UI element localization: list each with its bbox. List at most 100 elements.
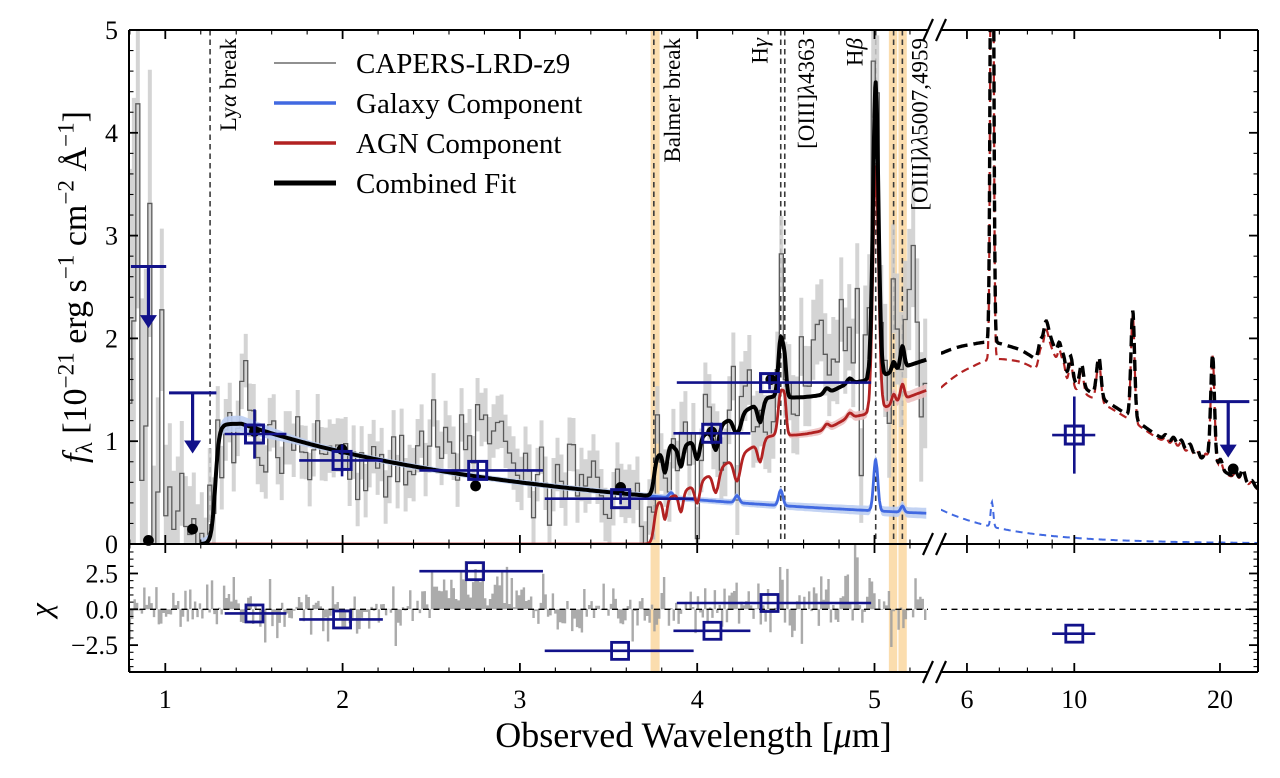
legend-entry: CAPERS-LRD-z9 [274,48,570,80]
x-tick-labels: 1 2 3 4 5 6 10 20 [159,685,1233,714]
annotation-label: Hβ [842,37,867,66]
line-highlight-bands-rect [888,30,898,672]
annotation-label-tspan: H [747,47,772,64]
x-tick-labels-text: 2 [336,685,349,714]
residual-photometry-points-rect [610,640,630,661]
annotation-label: Hγ [747,37,772,64]
y-tick-labels-text: −2.5 [71,631,118,660]
residual-photometry-points-rect [465,561,485,582]
x-axis-label-span: Observed Wavelength [ [495,715,834,755]
y-axis-label-flux-span-i: f [57,453,94,463]
y-axis-label-flux-sup: −1 [53,122,80,147]
agn-component [200,161,927,544]
y-axis-label-flux-span: [10 [57,388,94,443]
axis-break-marks-line [921,18,935,42]
photometry-points-rect [610,488,632,510]
photometry-points-rect [243,423,265,445]
galaxy-component-path [200,415,927,544]
y-axis-label-chi: χ [23,603,59,617]
x-tick-labels-text: 10 [1061,685,1087,714]
residual-photometry-points-rect [702,620,723,641]
legend-entry: Combined Fit [274,168,516,200]
x-tick-labels-text: 6 [960,685,973,714]
residual-photometry-points-rect [332,609,352,630]
x-tick-labels-text: 3 [513,685,526,714]
y-axis-label-flux-span: erg s [57,279,94,353]
y-axis-label-flux-span: Å [57,146,94,181]
residual-photometry-points [224,561,1096,661]
y-axis-label-flux-span: f [57,454,94,463]
residual-photometry-points-rect [244,603,265,624]
y-tick-labels-text: 2 [105,324,118,353]
y-axis-label-flux: fλ [10−21 erg s−1 cm−2 Å−1] [53,111,98,463]
axis-break-marks-line [934,532,948,556]
legend: CAPERS-LRD-z9 Galaxy Component AGN Compone… [274,48,582,200]
annotation-label-tspan: β [842,37,867,50]
photometry-points-rect [1063,424,1085,446]
residual-bars [129,544,927,647]
y-axis-label-flux-span: cm [57,204,94,255]
x-axis-label-span-i: μ [833,715,852,755]
y-axis-label-chi-span: χ [23,603,58,617]
annotation-label-tspan: [OIII] [907,156,932,211]
line-highlight-bands-rect [650,30,660,672]
photometry-points-rect [331,449,353,471]
galaxy-component-extrapolated [941,498,1258,544]
x-axis-label-span: μ [834,715,852,755]
upper-limit-arrows [130,264,1250,458]
legend-label: CAPERS-LRD-z9 [356,48,570,80]
residual-photometry-points-rect [1064,623,1085,644]
model-photometry-dots-circle [1227,463,1239,475]
y-tick-labels-text: 0 [105,530,118,559]
y-tick-labels: 0 1 2 3 4 5 −2.5 0.0 2.5 [71,16,118,660]
photometry-points [224,372,1096,510]
annotation-label-tspan: λ [793,84,818,95]
y-axis-label-flux-sup: −1 [53,254,80,280]
combined-fit [200,80,927,544]
axis-break-marks-line [921,660,935,684]
y-tick-labels-text: 1 [105,427,118,456]
x-axis-label: Observed Wavelength [μm] [495,714,891,756]
model-photometry-dots-circle [470,480,481,492]
y-axis-label-flux-sub: λ [71,442,98,454]
x-tick-labels-text: 5 [868,685,881,714]
axis-break-marks [921,18,948,684]
y-axis-label-flux-sup: −21 [53,352,80,389]
axes-frame [128,29,1259,673]
upper-limit-arrows-path [184,440,202,454]
photometry-points-rect [701,422,723,444]
annotation-label-tspan: λλ [907,136,932,157]
annotation-labels: Lyα break Balmer break Hγ[OIII]λ4363 Hβ[OII… [216,37,932,211]
photometry-points-rect [467,459,489,481]
annotation-label-tspan: break [216,38,241,95]
annotation-label-tspan: γ [747,37,772,47]
agn-component-path [200,165,927,544]
annotation-label-tspan: α [216,94,241,107]
y-tick-labels-text: 0.0 [86,595,119,624]
annotation-label: [OIII]λ4363 [793,38,818,149]
annotation-label-tspan: Balmer break [659,38,684,163]
x-axis-label-span: m] [851,715,892,755]
agn-component-extrapolated-path [941,30,1258,491]
annotation-label-tspan: 4363 [793,38,818,84]
y-axis-label-chi-span-i: χ [23,603,58,617]
legend-entry: AGN Component [274,128,561,160]
axis-break-marks-line [934,18,948,42]
legend-label: Combined Fit [356,168,516,200]
x-tick-labels-text: 1 [159,685,172,714]
model-photometry-dots-circle [615,482,627,493]
upper-limit-arrows-path [1219,444,1237,458]
annotation-label: Lyα break [216,38,241,132]
axis-ticks [129,29,1258,672]
model-photometry-dots-circle [187,523,199,535]
combined-fit-path [200,80,927,544]
annotation-label-tspan: H [842,49,867,66]
y-axis-label-flux-sup: −2 [53,180,80,205]
x-tick-labels-text: 20 [1207,685,1233,714]
annotation-label-tspan: Ly [216,106,241,131]
galaxy-component-extrapolated-path [941,498,1258,544]
y-axis-label-flux-span: ] [57,111,94,123]
y-tick-labels-text: 2.5 [86,559,119,588]
